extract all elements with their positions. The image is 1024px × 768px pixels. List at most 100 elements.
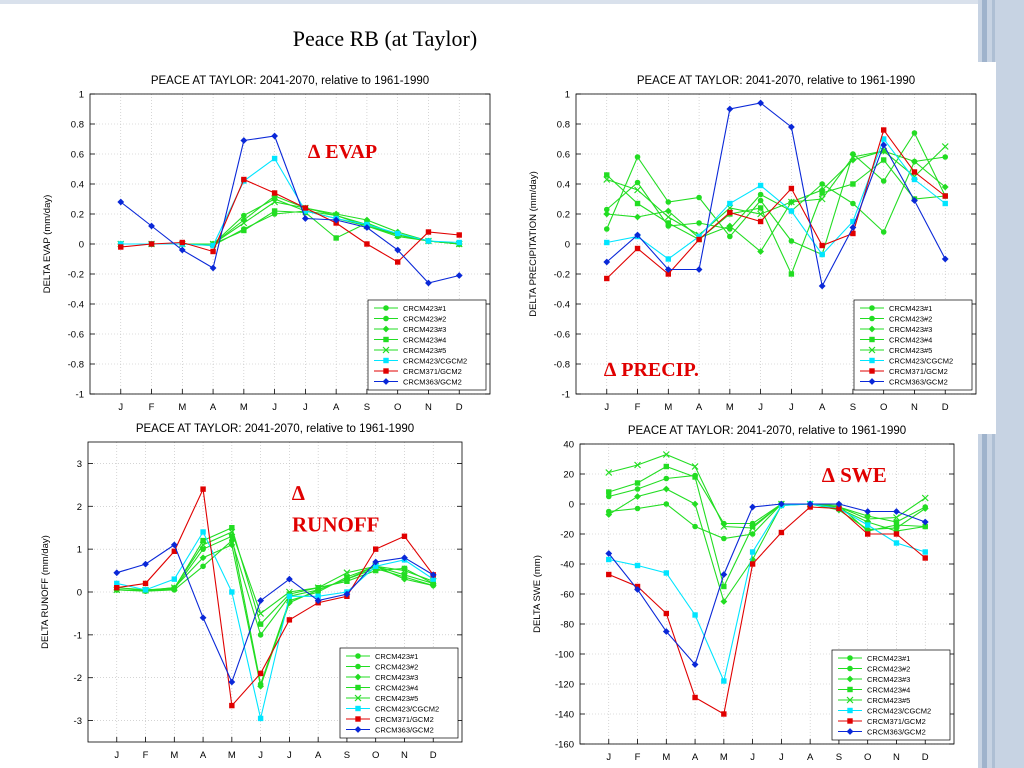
data-point (663, 463, 670, 470)
data-point (199, 614, 207, 622)
x-tick-label: N (425, 402, 432, 413)
data-point (664, 266, 672, 273)
data-point (302, 208, 309, 214)
data-point (199, 554, 207, 562)
data-point (663, 610, 670, 617)
y-tick-label: -0.4 (554, 300, 570, 311)
series-line (608, 453, 926, 529)
series-crcm423-2 (117, 208, 463, 249)
data-point (228, 528, 236, 536)
legend-label: CRCM423#4 (375, 684, 418, 693)
data-point (787, 123, 795, 131)
data-point (271, 155, 278, 162)
data-point (604, 172, 610, 178)
x-tick-label: D (942, 402, 949, 413)
data-point (364, 241, 370, 247)
x-tick-label: J (272, 402, 277, 413)
x-tick-label: S (364, 402, 370, 413)
y-tick-label: 0 (79, 240, 84, 251)
legend-marker (383, 357, 389, 364)
data-point (241, 227, 247, 234)
y-tick-label: 0.4 (71, 180, 84, 191)
y-tick-label: 0 (569, 500, 574, 511)
legend-label: CRCM423/CGCM2 (375, 705, 439, 714)
data-point (170, 584, 178, 592)
data-point (850, 200, 856, 207)
data-point (200, 486, 206, 492)
data-point (788, 185, 795, 192)
chart-annotation: ∆ EVAP (308, 141, 377, 163)
y-tick-label: -3 (74, 716, 82, 727)
data-point (864, 508, 872, 515)
legend-label: CRCM423/CGCM2 (403, 357, 467, 366)
data-point (114, 580, 120, 587)
data-point (941, 255, 949, 263)
data-point (603, 210, 611, 218)
legend-marker (383, 368, 389, 374)
data-point (372, 546, 379, 552)
data-point (118, 241, 124, 247)
series-crcm363-gcm2 (113, 541, 437, 686)
data-point (942, 200, 948, 207)
data-point (634, 154, 641, 160)
series-line (120, 135, 460, 284)
x-tick-label: M (720, 752, 728, 763)
data-point (836, 505, 842, 512)
legend-marker (847, 665, 853, 672)
y-tick-label: -1 (76, 390, 84, 401)
data-point (691, 661, 699, 668)
x-tick-label: O (864, 752, 871, 763)
legend-marker (869, 305, 875, 311)
legend-label: CRCM423#3 (867, 675, 910, 684)
data-point (849, 153, 857, 161)
data-point (757, 99, 765, 107)
legend-label: CRCM423#3 (889, 325, 932, 334)
data-point (749, 561, 756, 567)
data-point (911, 158, 918, 165)
data-point (720, 523, 728, 530)
y-tick-label: 0.2 (71, 210, 84, 221)
data-point (850, 151, 856, 157)
data-point (142, 560, 149, 568)
data-point (726, 105, 734, 113)
chart-runoff: PEACE AT TAYLOR: 2041-2070, relative to … (40, 423, 463, 761)
legend-label: CRCM363/GCM2 (375, 726, 434, 735)
data-point (257, 621, 264, 627)
data-point (880, 127, 887, 133)
series-line (608, 488, 926, 603)
data-point (850, 230, 856, 237)
legend-label: CRCM423#2 (889, 315, 932, 324)
data-point (692, 474, 698, 480)
x-tick-label: J (287, 750, 292, 761)
data-point (819, 181, 825, 187)
data-point (911, 197, 918, 204)
legend-box (831, 649, 951, 741)
legend-label: CRCM423#2 (375, 663, 418, 672)
data-point (605, 469, 613, 476)
data-point (240, 219, 248, 227)
data-point (363, 224, 371, 231)
data-point (757, 210, 765, 218)
data-point (210, 248, 216, 255)
data-point (691, 463, 699, 470)
data-point (662, 628, 670, 635)
data-point (394, 259, 401, 265)
data-point (727, 209, 733, 216)
series-line (608, 474, 926, 525)
data-point (634, 186, 641, 194)
y-tick-label: -20 (560, 530, 574, 541)
x-tick-label: J (779, 752, 784, 763)
data-point (634, 505, 641, 512)
data-point (456, 239, 462, 246)
legend-label: CRCM363/GCM2 (867, 728, 926, 737)
y-tick-label: -0.6 (554, 330, 570, 341)
data-point (200, 537, 206, 544)
data-point (788, 271, 795, 277)
chart-annotation: ∆ SWE (822, 463, 887, 487)
data-point (849, 224, 857, 231)
legend-marker (868, 325, 876, 333)
y-tick-label: 0.4 (557, 180, 570, 191)
legend-label: CRCM423#1 (889, 304, 932, 313)
data-point (401, 554, 408, 562)
data-point (757, 182, 764, 189)
